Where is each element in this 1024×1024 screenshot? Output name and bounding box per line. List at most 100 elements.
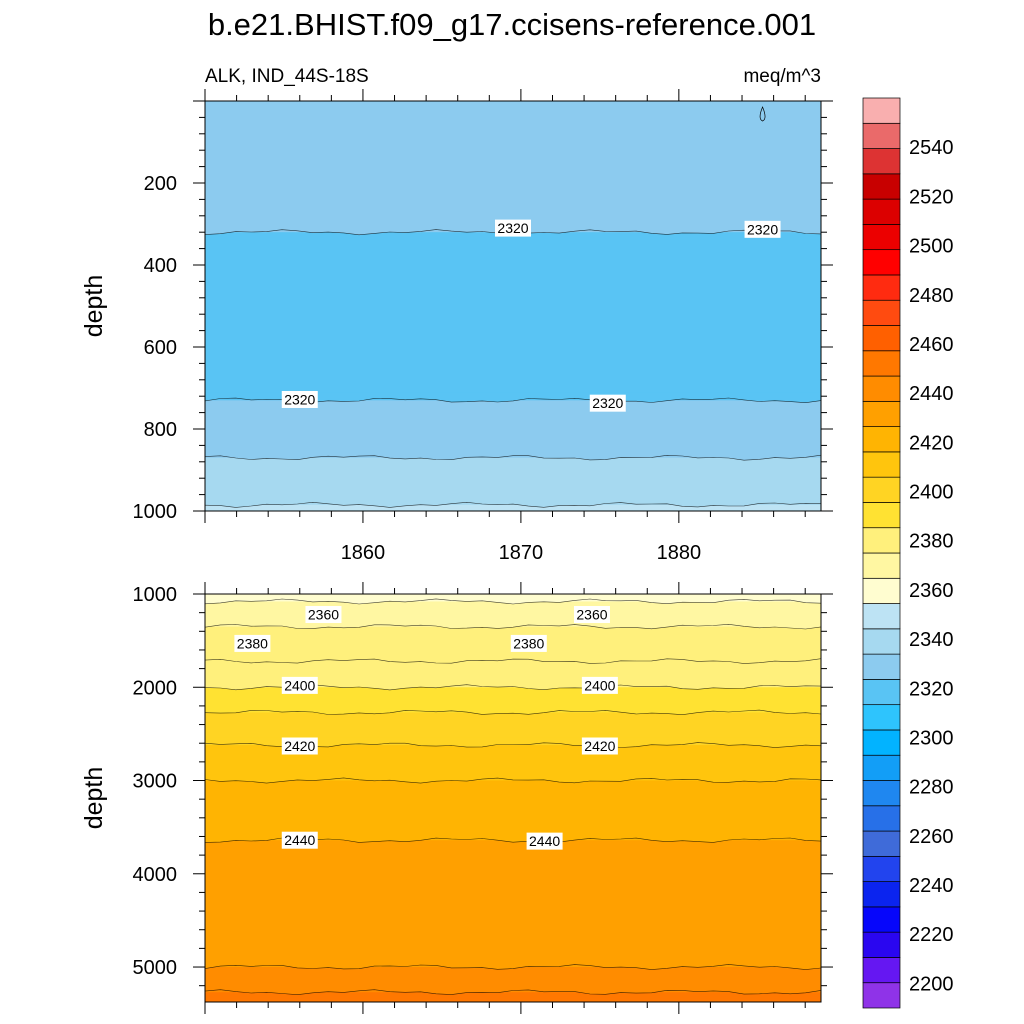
colorbar-swatch: [862, 375, 901, 402]
band-edge: [205, 496, 821, 508]
colorbar-swatch: [862, 780, 901, 807]
colorbar-swatch: [862, 653, 901, 680]
colorbar-tick-label: 2320: [909, 678, 954, 700]
contour-line: [205, 454, 821, 461]
colorbar-tick-label: 2220: [909, 924, 954, 946]
x-tick-label: 1880: [657, 542, 702, 564]
y-tick-label: 5000: [133, 957, 178, 979]
contour-label-text: 2320: [497, 220, 528, 236]
y-tick-label: 3000: [133, 771, 178, 793]
band-2320-2330: [205, 101, 821, 234]
band-edge: [205, 679, 821, 690]
band-2430-2440: [205, 840, 821, 969]
y-tick-label: 400: [144, 255, 177, 277]
colorbar-swatch: [862, 224, 901, 251]
contour-label: 2360: [305, 606, 342, 624]
contour-line: [205, 598, 821, 605]
band-2310-2320: [205, 232, 821, 402]
colorbar-tick-label: 2380: [909, 531, 954, 553]
colorbar-swatch: [862, 881, 901, 908]
y-axis-label: depth: [80, 275, 108, 338]
colorbar-swatch: [862, 855, 901, 882]
colorbar-swatch: [862, 527, 901, 554]
plot-frame: [204, 100, 822, 512]
contour-line: [205, 964, 821, 970]
upper-panel: 2320 2320 2320 2320 1860 1870 1880 200 400 600 800…: [80, 89, 833, 564]
colorbar-swatch: [862, 552, 901, 579]
colorbar-tick-label: 2420: [909, 432, 954, 454]
colorbar-tick-label: 2340: [909, 629, 954, 651]
band-edge: [205, 984, 821, 995]
colorbar-tick-label: 2520: [909, 186, 954, 208]
contour-label-text: 2380: [513, 635, 544, 651]
band-2320-2330: [205, 400, 821, 459]
colorbar-swatch: [862, 325, 901, 352]
chart-title: b.e21.BHIST.f09_g17.ccisens-reference.00…: [208, 7, 816, 42]
colorbar-tick-label: 2360: [909, 580, 954, 602]
contour-label: 2320: [495, 219, 531, 237]
band-edge: [205, 392, 821, 403]
contour-label-text: 2360: [308, 607, 339, 623]
colorbar-swatch: [862, 729, 901, 756]
colorbar-swatch: [862, 426, 901, 453]
contour-label: 2380: [234, 634, 271, 652]
y-tick-label: 4000: [133, 864, 178, 886]
colorbar-swatch: [862, 350, 901, 377]
colorbar-swatch: [862, 97, 901, 124]
colorbar-swatch: [862, 830, 901, 857]
band-edge: [205, 772, 821, 784]
colorbar-swatch: [862, 679, 901, 706]
y-tick-label: 1000: [133, 584, 178, 606]
contour-label-text: 2380: [237, 635, 268, 651]
colorbar-swatch: [862, 173, 901, 200]
y-tick-label: 2000: [133, 677, 178, 699]
contour-label: 2420: [581, 737, 618, 755]
band-edge: [205, 449, 821, 461]
x-tick-label: 1870: [499, 542, 544, 564]
contour-line: [205, 623, 821, 630]
contour-label-text: 2320: [284, 391, 315, 407]
colorbar-swatch: [862, 805, 901, 832]
contour-label-text: 2320: [592, 395, 623, 411]
contour-label: 2400: [581, 676, 618, 694]
contour-line: [205, 777, 821, 784]
colorbar-tick-label: 2300: [909, 727, 954, 749]
colorbar-tick-label: 2500: [909, 236, 954, 258]
y-tick-label: 800: [144, 419, 177, 441]
band-edge: [205, 959, 821, 970]
variable-label: ALK, IND_44S-18S: [205, 66, 369, 87]
band-edge: [205, 653, 821, 664]
contour-line: [205, 658, 821, 664]
colorbar-tick-label: 2540: [909, 137, 954, 159]
colorbar-swatch: [862, 249, 901, 276]
units-label: meq/m^3: [743, 66, 821, 87]
contour-label: 2380: [510, 634, 547, 652]
colorbar-swatch: [862, 628, 901, 655]
colorbar-swatch: [862, 982, 901, 1009]
colorbar-tick-label: 2260: [909, 826, 954, 848]
colorbar-swatch: [862, 122, 901, 149]
colorbar-tick-label: 2460: [909, 334, 954, 356]
colorbar-swatch: [862, 400, 901, 427]
contour-label: 2400: [281, 676, 318, 694]
band-edge: [205, 832, 821, 843]
contour-line: [205, 709, 821, 716]
colorbar-tick-label: 2280: [909, 777, 954, 799]
band-2340-2350: [205, 504, 821, 511]
contour-label-text: 2360: [576, 607, 607, 623]
contour-label-text: 2400: [284, 677, 315, 693]
band-2420-2430: [205, 780, 821, 842]
colorbar-tick-label: 2400: [909, 482, 954, 504]
y-axis-label: depth: [80, 767, 108, 830]
colorbar: 2200 2220 2240 2260 2280 2300 2320 2340 2360 2380…: [862, 97, 954, 1009]
colorbar-swatch: [862, 906, 901, 933]
colorbar-swatch: [862, 299, 901, 326]
contour-label-text: 2420: [584, 738, 615, 754]
plot-frame: [204, 593, 822, 1003]
colorbar-tick-label: 2480: [909, 285, 954, 307]
contour-label: 2320: [744, 220, 781, 238]
contour-label-text: 2440: [529, 833, 560, 849]
contour-label: 2360: [573, 606, 610, 624]
colorbar-swatch: [862, 502, 901, 529]
